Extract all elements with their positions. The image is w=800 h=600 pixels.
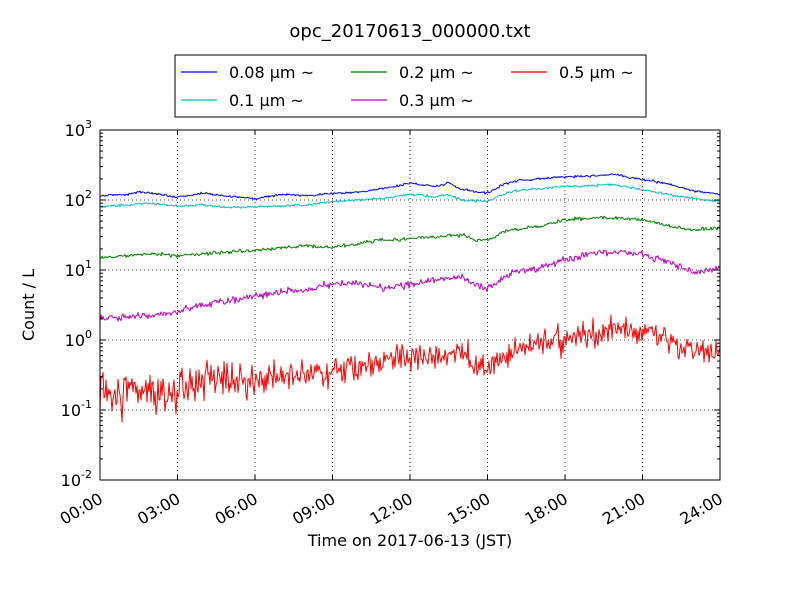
series-line bbox=[99, 183, 721, 209]
x-tick-label: 00:00 bbox=[57, 489, 106, 529]
y-tick-label: 102 bbox=[65, 188, 92, 210]
x-tick-label: 18:00 bbox=[522, 489, 571, 529]
y-tick-base: 10 bbox=[65, 331, 85, 350]
y-tick-exponent: 2 bbox=[85, 188, 92, 201]
x-tick-label: 24:00 bbox=[677, 489, 726, 529]
legend-label: 0.5 μm ~ bbox=[559, 63, 634, 82]
legend: 0.08 μm ~ 0.1 μm ~ 0.2 μm ~ 0.3 μm ~ 0.5 μm … bbox=[174, 54, 647, 118]
plot-grid bbox=[100, 130, 720, 480]
x-tick-label: 03:00 bbox=[134, 489, 183, 529]
y-tick-base: 10 bbox=[65, 121, 85, 140]
series-line bbox=[99, 215, 721, 260]
legend-label: 0.3 μm ~ bbox=[399, 91, 474, 110]
plot-series bbox=[99, 173, 721, 423]
x-tick-label: 21:00 bbox=[599, 489, 648, 529]
y-tick-base: 10 bbox=[61, 471, 81, 490]
y-tick-exponent: -2 bbox=[81, 468, 92, 481]
y-tick-label: 101 bbox=[65, 258, 92, 280]
x-axis-label: Time on 2017-06-13 (JST) bbox=[307, 531, 512, 550]
y-tick-exponent: 0 bbox=[85, 328, 92, 341]
y-axis-label: Count / L bbox=[19, 269, 38, 341]
y-tick-exponent: -1 bbox=[81, 398, 92, 411]
series-line bbox=[99, 249, 721, 322]
y-tick-label: 10-1 bbox=[61, 398, 92, 420]
legend-label: 0.08 μm ~ bbox=[229, 63, 314, 82]
legend-label: 0.1 μm ~ bbox=[229, 91, 304, 110]
series-line bbox=[99, 314, 721, 423]
y-tick-base: 10 bbox=[61, 401, 81, 420]
y-tick-exponent: 3 bbox=[85, 118, 92, 131]
series-line bbox=[99, 173, 721, 201]
y-tick-base: 10 bbox=[65, 191, 85, 210]
chart-title: opc_20170613_000000.txt bbox=[289, 21, 530, 42]
plot-ticks bbox=[99, 129, 721, 481]
x-tick-labels: 00:00 03:00 06:00 09:00 12:00 15:00 18:00 21:00… bbox=[57, 489, 726, 529]
x-tick-label: 06:00 bbox=[212, 489, 261, 529]
y-tick-base: 10 bbox=[65, 261, 85, 280]
x-tick-label: 15:00 bbox=[444, 489, 493, 529]
legend-frame bbox=[174, 54, 647, 118]
x-tick-label: 12:00 bbox=[367, 489, 416, 529]
y-tick-exponent: 1 bbox=[85, 258, 92, 271]
legend-label: 0.2 μm ~ bbox=[399, 63, 474, 82]
y-tick-label: 100 bbox=[65, 328, 92, 350]
y-tick-label: 103 bbox=[65, 118, 92, 140]
x-tick-label: 09:00 bbox=[289, 489, 338, 529]
y-tick-label: 10-2 bbox=[61, 468, 92, 490]
